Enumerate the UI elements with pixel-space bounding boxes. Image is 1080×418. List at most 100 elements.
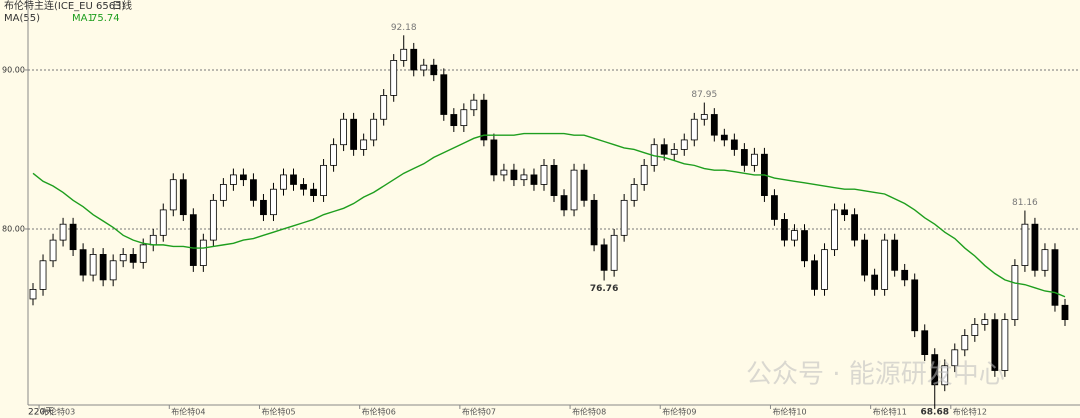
candle-body <box>730 139 738 150</box>
candle-body <box>670 149 678 155</box>
candle-body <box>971 323 979 336</box>
candle-body <box>1031 223 1039 271</box>
x-tick-label: 布伦特10 <box>772 407 806 417</box>
x-tick-label: 布伦特11 <box>873 407 907 417</box>
x-tick-label: 布伦特03 <box>41 407 75 417</box>
candle-body <box>911 279 919 332</box>
candle-body <box>470 99 478 111</box>
candle-body <box>831 209 838 251</box>
high-label: 92.18 <box>391 23 417 33</box>
candle-body <box>630 184 638 201</box>
candle-body <box>801 230 808 262</box>
candle-body <box>560 195 568 211</box>
candle-body <box>410 48 418 71</box>
candle-body <box>29 288 37 300</box>
candle-body <box>610 234 618 271</box>
candle-body <box>1021 223 1029 266</box>
candle-body <box>79 249 87 276</box>
candle-body <box>821 249 828 290</box>
header: 布伦特主连(ICE_EU 6563) 日线 MA(55) MA1 75.74 <box>4 0 132 24</box>
candle-body <box>580 169 588 201</box>
x-tick-label: 布伦特08 <box>572 407 606 417</box>
y-tick-label: 90.00 <box>2 65 25 74</box>
low-label: 76.76 <box>590 284 618 294</box>
candle-body <box>750 153 758 166</box>
candle-body <box>961 335 969 351</box>
candle-body <box>480 99 488 141</box>
range-label: 220天 <box>28 408 54 418</box>
candle-body <box>891 239 899 271</box>
high-label: 87.95 <box>691 90 717 100</box>
candle-body <box>811 260 818 290</box>
candle-body <box>901 269 909 281</box>
candle-body <box>69 223 77 251</box>
candle-body <box>951 349 959 367</box>
x-tick-label: 布伦特05 <box>261 407 295 417</box>
candle-body <box>680 139 688 150</box>
candle-body <box>370 118 378 141</box>
candle-body <box>169 179 177 211</box>
candle-body <box>179 179 187 216</box>
candle-body <box>520 174 528 181</box>
candle-body <box>460 109 468 127</box>
candle-body <box>700 114 708 120</box>
candle-body <box>109 260 117 281</box>
candle-body <box>570 169 578 211</box>
indicator[interactable]: MA(55) <box>4 13 40 24</box>
low-label: 68.68 <box>921 408 949 418</box>
candle-body <box>550 164 558 196</box>
candle-body <box>710 114 718 136</box>
candle-body <box>600 244 608 271</box>
candle-body <box>229 174 237 185</box>
candle-body <box>981 319 989 325</box>
candle-body <box>781 219 788 241</box>
candle-body <box>690 118 698 141</box>
candle-body <box>540 164 548 185</box>
candle-body <box>270 188 277 216</box>
x-tick-label: 布伦特04 <box>171 407 205 417</box>
high-label: 81.16 <box>1012 198 1038 208</box>
candle-body <box>430 64 438 76</box>
candle-body <box>1001 319 1009 371</box>
candle-body <box>89 254 97 276</box>
candles <box>29 35 1069 409</box>
ma-label: MA1 <box>72 13 94 24</box>
candle-body <box>390 60 398 96</box>
ma-line <box>32 132 1066 298</box>
candle-body <box>871 274 879 290</box>
candle-body <box>590 199 598 246</box>
candle-body <box>881 239 889 290</box>
candle-body <box>280 174 287 190</box>
candle-body <box>250 179 257 201</box>
candle-body <box>380 95 388 120</box>
candle-body <box>129 254 137 263</box>
y-tick-label: 80.00 <box>2 224 25 233</box>
period[interactable]: 日线 <box>112 0 132 12</box>
candle-body <box>139 244 147 263</box>
candle-body <box>921 330 929 355</box>
x-tick-label: 布伦特09 <box>662 407 696 417</box>
candle-body <box>290 174 297 185</box>
candle-body <box>640 164 648 185</box>
candle-body <box>360 139 368 150</box>
candle-body <box>510 169 518 181</box>
candle-body <box>440 74 448 115</box>
candle-body <box>300 184 307 190</box>
candle-body <box>39 260 47 290</box>
chart-title: 布伦特主连(ICE_EU 6563) <box>4 0 125 12</box>
candle-body <box>991 319 999 371</box>
x-tick-label: 布伦特07 <box>462 407 496 417</box>
candle-body <box>240 174 247 181</box>
candle-body <box>340 118 348 146</box>
candle-body <box>199 239 207 266</box>
candle-body <box>500 169 508 176</box>
x-tick-label: 布伦特12 <box>953 407 987 417</box>
candle-body <box>59 223 67 241</box>
candle-body <box>530 174 538 185</box>
candle-body <box>660 144 668 155</box>
candle-body <box>740 149 748 166</box>
candle-body <box>330 144 337 166</box>
candle-body <box>1061 304 1069 321</box>
